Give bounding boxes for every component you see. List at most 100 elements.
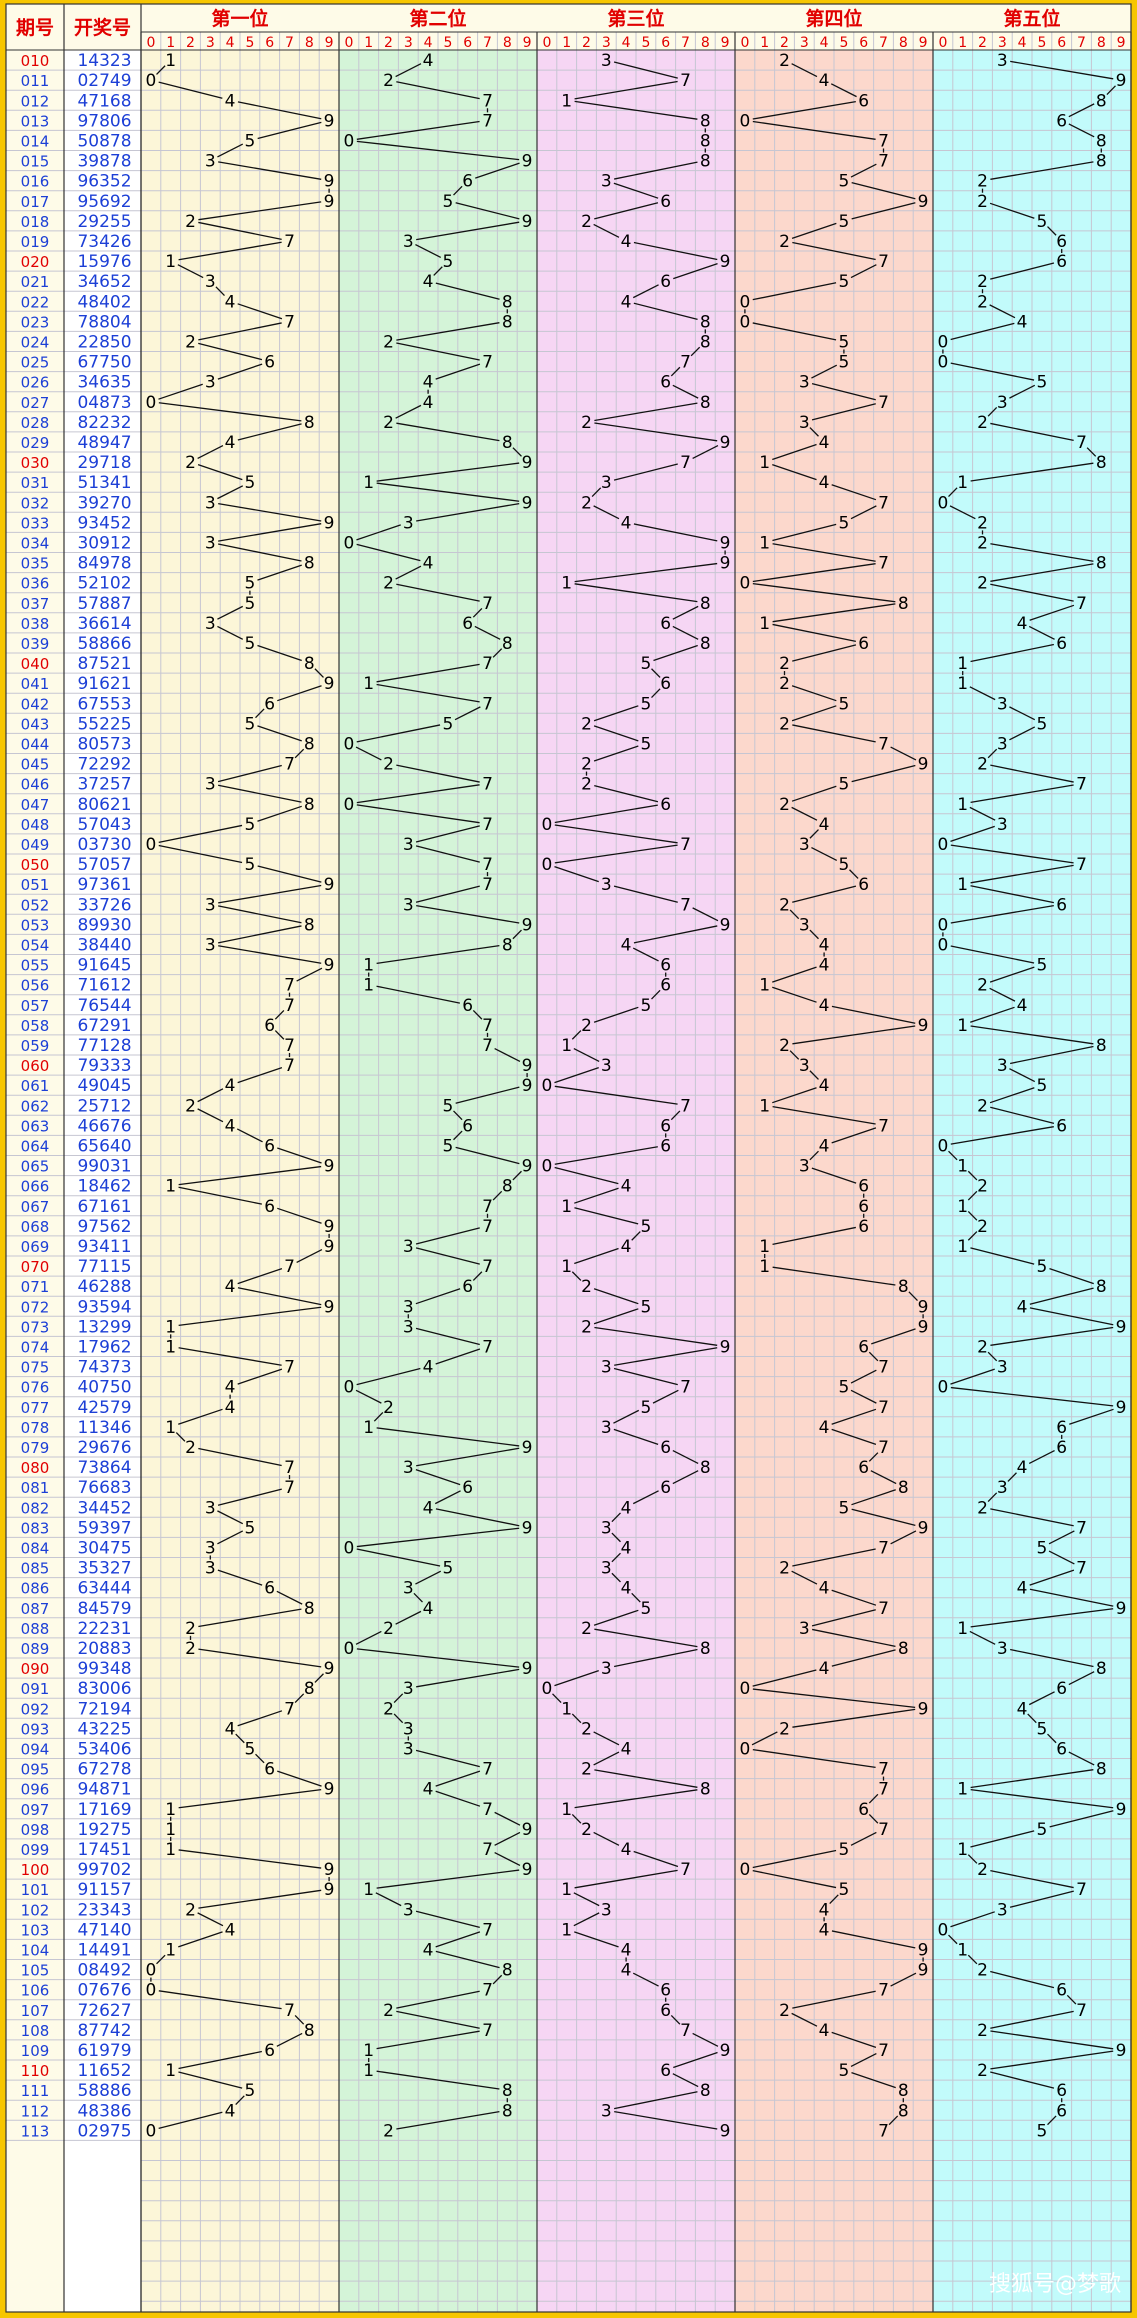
- trend-digit: 2: [581, 1277, 592, 1297]
- trend-digit: 1: [165, 51, 176, 71]
- period-cell: 073: [21, 1318, 50, 1336]
- trend-digit: 4: [1017, 1297, 1028, 1317]
- trend-digit: 4: [423, 1358, 434, 1378]
- trend-digit: 9: [918, 755, 929, 775]
- trend-digit: 1: [759, 1237, 770, 1257]
- trend-digit: 7: [878, 252, 889, 272]
- trend-digit: 6: [858, 875, 869, 895]
- trend-line-segment: [593, 745, 639, 762]
- trend-line-segment: [198, 1608, 302, 1628]
- digit-header: 2: [384, 35, 393, 51]
- draw-cell: 87742: [77, 2021, 131, 2041]
- trend-digit: 6: [264, 1760, 275, 1780]
- trend-line-segment: [415, 1570, 442, 1585]
- trend-digit: 5: [838, 332, 849, 352]
- trend-line-segment: [415, 1327, 480, 1346]
- trend-line-segment: [415, 1247, 480, 1265]
- trend-digit: 0: [937, 835, 948, 855]
- trend-digit: 6: [858, 1337, 869, 1357]
- trend-line-segment: [632, 1490, 659, 1505]
- trend-digit: 7: [482, 875, 493, 895]
- draw-cell: 15976: [77, 252, 131, 272]
- draw-cell: 84579: [77, 1599, 131, 1619]
- trend-line-segment: [415, 885, 480, 903]
- trend-line-segment: [831, 2031, 877, 2049]
- trend-line-segment: [255, 708, 265, 719]
- trend-line-segment: [752, 100, 856, 120]
- period-cell: 077: [21, 1399, 50, 1417]
- period-cell: 076: [21, 1379, 50, 1397]
- trend-digit: 7: [482, 1981, 493, 2001]
- trend-line-segment: [652, 1389, 679, 1404]
- trend-line-segment: [631, 1592, 641, 1603]
- trend-digit: 1: [957, 1780, 968, 1800]
- trend-line-segment: [435, 1348, 481, 1365]
- period-cell: 056: [21, 977, 50, 995]
- period-cell: 075: [21, 1359, 50, 1377]
- draw-cell: 20883: [77, 1639, 131, 1659]
- trend-line-segment: [177, 264, 204, 279]
- trend-digit: 8: [304, 2021, 315, 2041]
- trend-digit: 4: [621, 1177, 632, 1197]
- trend-digit: 5: [838, 775, 849, 795]
- trend-line-segment: [217, 1488, 282, 1506]
- trend-digit: 4: [819, 815, 830, 835]
- trend-line-segment: [613, 182, 659, 199]
- trend-digit: 6: [858, 1217, 869, 1237]
- trend-digit: 7: [1076, 1559, 1087, 1579]
- trend-line-segment: [752, 1748, 876, 1769]
- trend-digit: 5: [442, 1136, 453, 1156]
- trend-digit: 9: [324, 1297, 335, 1317]
- trend-line-segment: [257, 805, 302, 822]
- draw-cell: 34452: [77, 1498, 131, 1518]
- trend-line-segment: [969, 686, 996, 701]
- trend-line-segment: [178, 1931, 223, 1948]
- trend-digit: 2: [779, 1559, 790, 1579]
- trend-line-segment: [217, 1510, 244, 1525]
- period-cell: 050: [21, 856, 50, 874]
- trend-line-segment: [376, 663, 480, 683]
- trend-digit: 9: [1116, 1398, 1127, 1418]
- trend-digit: 8: [304, 795, 315, 815]
- trend-digit: 0: [145, 71, 156, 91]
- trend-line-segment: [792, 241, 876, 261]
- trend-digit: 0: [739, 292, 750, 312]
- trend-digit: 7: [680, 71, 691, 91]
- trend-line-segment: [356, 524, 401, 541]
- trend-line-segment: [690, 346, 701, 357]
- period-cell: 105: [21, 1962, 50, 1980]
- trend-digit: 7: [680, 895, 691, 915]
- trend-digit: 2: [185, 1096, 196, 1116]
- trend-digit: 3: [799, 413, 810, 433]
- trend-digit: 2: [185, 1639, 196, 1659]
- period-cell: 010: [21, 52, 50, 70]
- period-cell: 026: [21, 374, 50, 392]
- trend-line-segment: [294, 1693, 305, 1704]
- trend-digit: 8: [502, 292, 513, 312]
- trend-digit: 9: [918, 1518, 929, 1538]
- trend-digit: 7: [878, 1358, 889, 1378]
- trend-digit: 7: [482, 815, 493, 835]
- trend-line-segment: [611, 1552, 621, 1563]
- trend-line-segment: [611, 1512, 621, 1523]
- digit-header: 6: [265, 35, 274, 51]
- trend-digit: 1: [363, 473, 374, 493]
- trend-digit: 0: [739, 574, 750, 594]
- trend-line-segment: [632, 947, 659, 962]
- trend-digit: 6: [462, 996, 473, 1016]
- trend-digit: 5: [244, 574, 255, 594]
- trend-digit: 6: [858, 1800, 869, 1820]
- trend-line-segment: [1009, 706, 1036, 721]
- period-cell: 104: [21, 1942, 50, 1960]
- trend-line-segment: [178, 1165, 322, 1186]
- trend-digit: 5: [640, 694, 651, 714]
- trend-digit: 2: [779, 1719, 790, 1739]
- trend-line-segment: [453, 185, 463, 196]
- period-cell: 107: [21, 2002, 50, 2020]
- trend-digit: 2: [185, 1438, 196, 1458]
- trend-line-segment: [156, 65, 166, 75]
- trend-digit: 3: [601, 2101, 612, 2121]
- trend-digit: 6: [264, 1197, 275, 1217]
- trend-digit: 4: [225, 1719, 236, 1739]
- trend-digit: 0: [541, 1679, 552, 1699]
